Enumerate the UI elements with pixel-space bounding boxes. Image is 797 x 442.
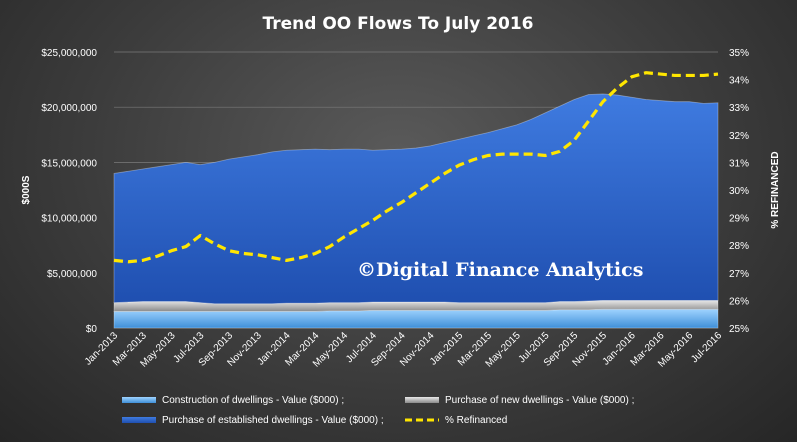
y2-tick-label: 31% [729, 158, 749, 169]
y2-tick-label: 34% [729, 76, 749, 87]
y2-tick-label: 27% [729, 269, 749, 280]
y2-tick-label: 29% [729, 214, 749, 225]
x-axis-ticks: Jan-2013Mar-2013May-2013Jul-2013Sep-2013… [83, 330, 725, 370]
y2-tick-label: 33% [729, 103, 749, 114]
legend-item: Purchase of new dwellings - Value ($000)… [405, 395, 634, 406]
x-tick-label: Jul-2016 [689, 330, 724, 365]
y2-tick-label: 25% [729, 324, 749, 335]
y2-axis-ticks: 25% 26% 27% 28% 29% 30% 31% 32% 33% 34% 35% [729, 48, 749, 335]
legend-label: Purchase of new dwellings - Value ($000)… [445, 395, 634, 406]
area-construction [113, 308, 719, 329]
legend-swatch [405, 397, 439, 403]
legend-item: % Refinanced [405, 415, 507, 426]
y-tick-label: $15,000,000 [41, 158, 97, 169]
y2-axis-title: % REFINANCED [770, 151, 781, 228]
legend-item: Construction of dwellings - Value ($000)… [122, 395, 344, 406]
legend-label: Construction of dwellings - Value ($000)… [162, 395, 344, 406]
y2-tick-label: 30% [729, 186, 749, 197]
y2-tick-label: 35% [729, 48, 749, 59]
y2-tick-label: 32% [729, 131, 749, 142]
legend-label: % Refinanced [445, 415, 507, 426]
y-tick-label: $20,000,000 [41, 103, 97, 114]
legend-swatch [122, 397, 156, 403]
legend-swatch [122, 417, 156, 423]
y-axis-title: $000S [21, 175, 32, 204]
refinanced-line-layer [113, 71, 719, 264]
refinanced-line [113, 71, 719, 264]
series-areas [113, 93, 719, 329]
legend-label: Purchase of established dwellings - Valu… [162, 415, 384, 426]
watermark: ©Digital Finance Analytics [357, 259, 643, 281]
y2-tick-label: 28% [729, 241, 749, 252]
y2-tick-label: 26% [729, 296, 749, 307]
y-axis-ticks: $0 $5,000,000 $10,000,000 $15,000,000 $20,00… [41, 48, 97, 335]
chart-title: Trend OO Flows To July 2016 [262, 14, 533, 34]
y-tick-label: $25,000,000 [41, 48, 97, 59]
y-tick-label: $5,000,000 [47, 269, 97, 280]
y-tick-label: $10,000,000 [41, 214, 97, 225]
y-tick-label: $0 [86, 324, 98, 335]
legend: Construction of dwellings - Value ($000)… [122, 395, 634, 426]
legend-item: Purchase of established dwellings - Valu… [122, 415, 384, 426]
